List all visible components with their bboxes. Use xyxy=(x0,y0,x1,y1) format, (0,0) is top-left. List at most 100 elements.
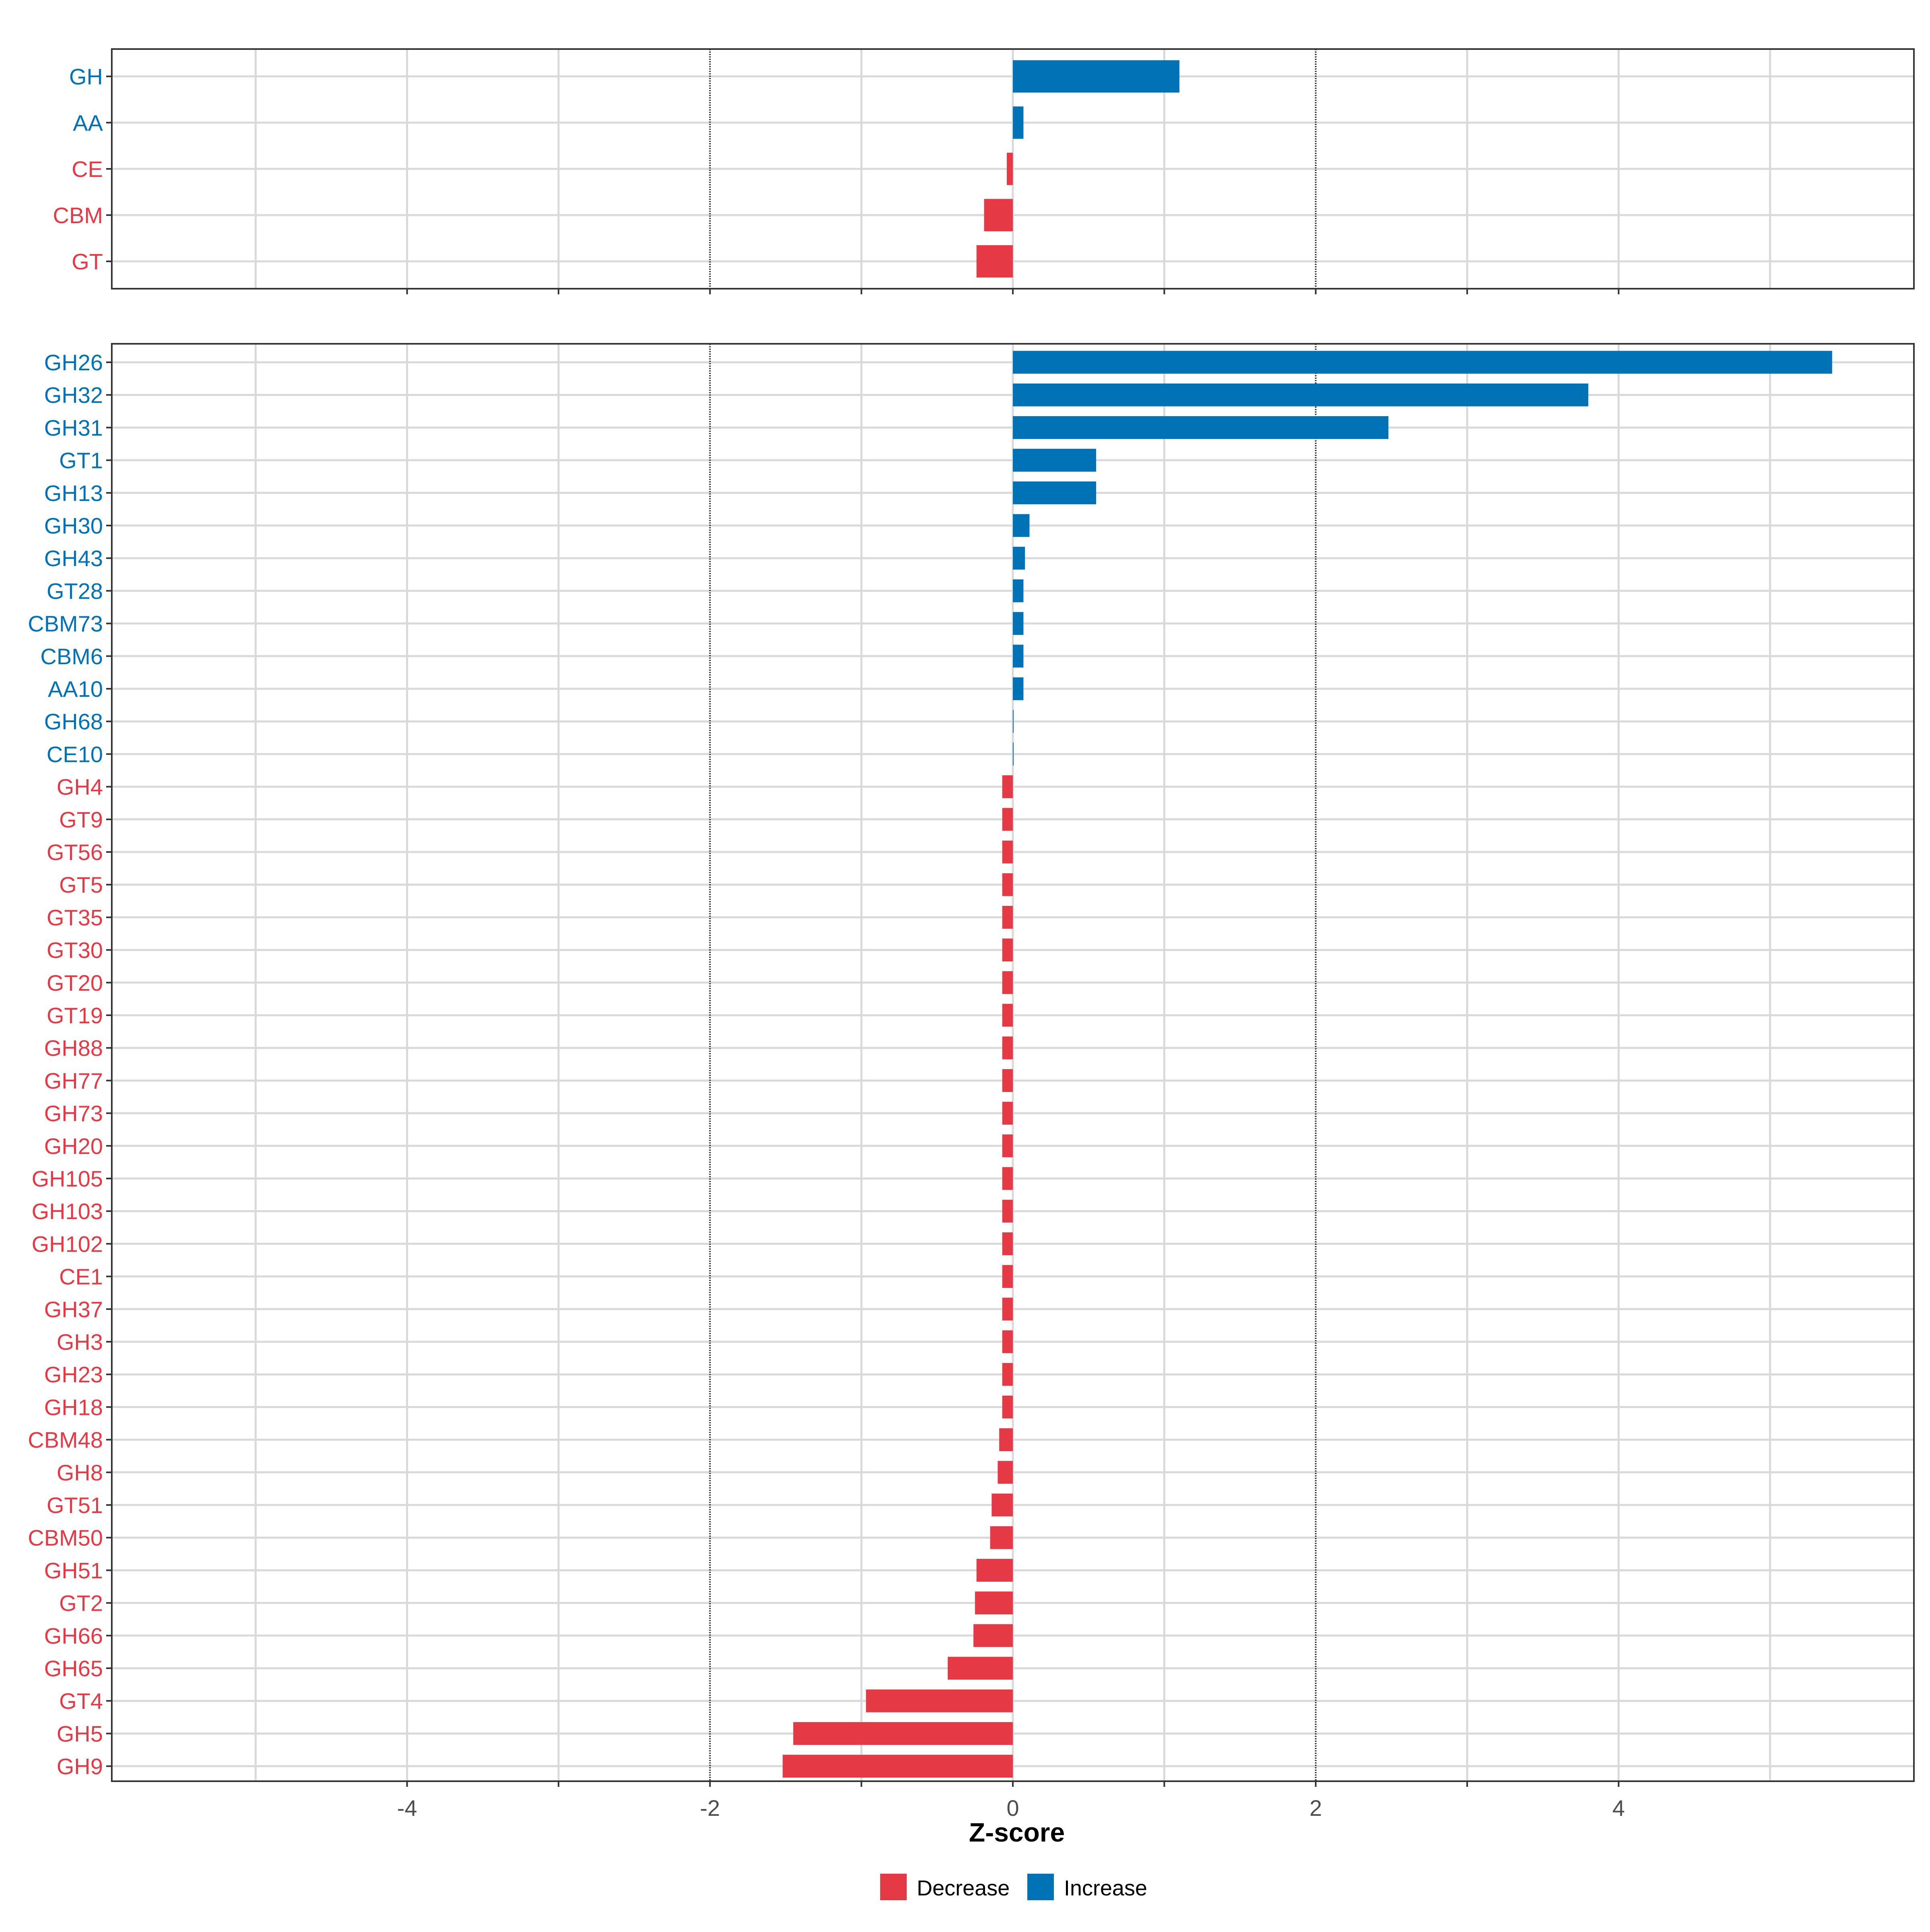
bar-gt2 xyxy=(975,1591,1013,1615)
bar-gh68 xyxy=(1013,710,1014,733)
y-tick-label: GH20 xyxy=(44,1133,103,1159)
bar-cbm73 xyxy=(1013,612,1024,635)
panel-border xyxy=(111,343,1915,1782)
y-tick-label: CBM73 xyxy=(28,611,103,636)
bar-gh65 xyxy=(948,1657,1013,1680)
bar-gt35 xyxy=(1002,905,1013,929)
y-tick-label: GH23 xyxy=(44,1362,103,1387)
bar-gt9 xyxy=(1002,808,1013,831)
bar-gh3 xyxy=(1002,1330,1013,1353)
y-tick-label: GT5 xyxy=(59,872,103,897)
legend: Decrease Increase xyxy=(880,1874,1147,1900)
y-tick-label: GH66 xyxy=(44,1623,103,1649)
bar-gh73 xyxy=(1002,1102,1013,1125)
y-tick-label: GT28 xyxy=(47,578,103,604)
bar-gh30 xyxy=(1013,514,1030,537)
y-tick-label: GH73 xyxy=(44,1101,103,1126)
x-tick-label: 2 xyxy=(1310,1795,1322,1821)
bar-cbm48 xyxy=(999,1428,1013,1452)
bar-gh105 xyxy=(1002,1167,1013,1190)
family-panel: GH26 GH32 GH31 GT1 GH13 GH30 GH43 GT28 CBM73 CBM6… xyxy=(28,343,1915,1787)
bar-gh43 xyxy=(1013,546,1025,570)
x-axis: -4 -2 0 2 4 xyxy=(397,1795,1625,1821)
legend-label-increase: Increase xyxy=(1064,1876,1147,1900)
y-tick-label: CBM50 xyxy=(28,1525,103,1550)
y-tick-label: GH4 xyxy=(57,774,103,800)
y-tick-label: GH3 xyxy=(57,1329,103,1355)
bar-gt28 xyxy=(1013,579,1024,602)
y-tick-label: GT35 xyxy=(47,905,103,930)
y-tick-label: GH18 xyxy=(44,1394,103,1420)
bar-gh8 xyxy=(998,1461,1013,1484)
x-tick-label: -2 xyxy=(700,1795,720,1821)
y-tick-label: GH5 xyxy=(57,1721,103,1746)
bar-gh xyxy=(1013,60,1180,93)
y-tick-label: GH37 xyxy=(44,1297,103,1322)
bar-gh20 xyxy=(1002,1134,1013,1158)
bar-gt20 xyxy=(1002,971,1013,994)
bar-gh32 xyxy=(1013,383,1589,407)
y-tick-label: GH32 xyxy=(44,382,103,408)
y-tick-label: GH77 xyxy=(44,1068,103,1093)
bar-cbm6 xyxy=(1013,645,1024,668)
y-tick-label: CBM xyxy=(53,203,103,228)
y-tick-label: GH65 xyxy=(44,1656,103,1681)
bar-gh13 xyxy=(1013,481,1096,505)
bar-gt30 xyxy=(1002,938,1013,962)
x-tick-label: 4 xyxy=(1612,1795,1625,1821)
legend-label-decrease: Decrease xyxy=(917,1876,1010,1900)
y-tick-label: GT20 xyxy=(47,970,103,996)
bar-aa xyxy=(1013,106,1024,139)
bar-gh37 xyxy=(1002,1298,1013,1321)
bar-gh103 xyxy=(1002,1199,1013,1223)
y-tick-label: CE xyxy=(72,156,103,182)
y-tick-label: GT2 xyxy=(59,1591,103,1616)
y-tick-label: AA xyxy=(73,110,103,136)
y-tick-label: GH51 xyxy=(44,1558,103,1583)
y-tick-label: GT4 xyxy=(59,1688,103,1714)
bar-gt56 xyxy=(1002,840,1013,864)
y-tick-label: CBM6 xyxy=(40,644,103,669)
y-tick-label: GH103 xyxy=(32,1199,103,1224)
y-tick-label: GT9 xyxy=(59,807,103,832)
y-tick-label: CBM48 xyxy=(28,1427,103,1453)
y-tick-label: GH xyxy=(69,64,103,89)
y-tick-label: GT51 xyxy=(47,1493,103,1518)
bar-ce xyxy=(1006,152,1013,185)
y-tick-label: GH88 xyxy=(44,1035,103,1061)
bar-gh102 xyxy=(1002,1232,1013,1255)
y-tick-label: GH105 xyxy=(32,1166,103,1191)
bar-ce10 xyxy=(1013,742,1014,766)
bar-cbm50 xyxy=(990,1526,1013,1549)
x-axis-title: Z-score xyxy=(969,1817,1065,1847)
y-tick-label: CE10 xyxy=(47,741,103,767)
y-tick-label: GH31 xyxy=(44,415,103,440)
legend-swatch-increase xyxy=(1027,1874,1054,1900)
bar-gt19 xyxy=(1002,1004,1013,1027)
y-tick-label: GH43 xyxy=(44,546,103,571)
bar-gh9 xyxy=(782,1755,1013,1778)
panel-border xyxy=(111,48,1915,289)
bar-gh18 xyxy=(1002,1395,1013,1419)
bar-gh26 xyxy=(1013,351,1832,374)
y-tick-label: GH68 xyxy=(44,709,103,734)
legend-swatch-decrease xyxy=(880,1874,907,1900)
bar-gh88 xyxy=(1002,1036,1013,1059)
y-tick-label: GT30 xyxy=(47,938,103,963)
y-tick-label: GT1 xyxy=(59,448,103,473)
y-tick-label: GH102 xyxy=(32,1231,103,1257)
bar-gh23 xyxy=(1002,1363,1013,1386)
bar-gh66 xyxy=(973,1624,1013,1647)
bar-ce1 xyxy=(1002,1265,1013,1288)
bar-gh4 xyxy=(1002,775,1013,799)
bar-aa10 xyxy=(1013,677,1024,700)
y-tick-label: GH9 xyxy=(57,1754,103,1779)
bar-gt xyxy=(976,245,1013,278)
x-tick-label: -4 xyxy=(397,1795,417,1821)
y-tick-label: GH26 xyxy=(44,350,103,375)
bar-gh51 xyxy=(976,1558,1013,1582)
y-tick-label: AA10 xyxy=(48,676,103,702)
bar-gt4 xyxy=(866,1689,1013,1712)
bar-gh77 xyxy=(1002,1069,1013,1092)
y-tick-label: GT56 xyxy=(47,840,103,865)
